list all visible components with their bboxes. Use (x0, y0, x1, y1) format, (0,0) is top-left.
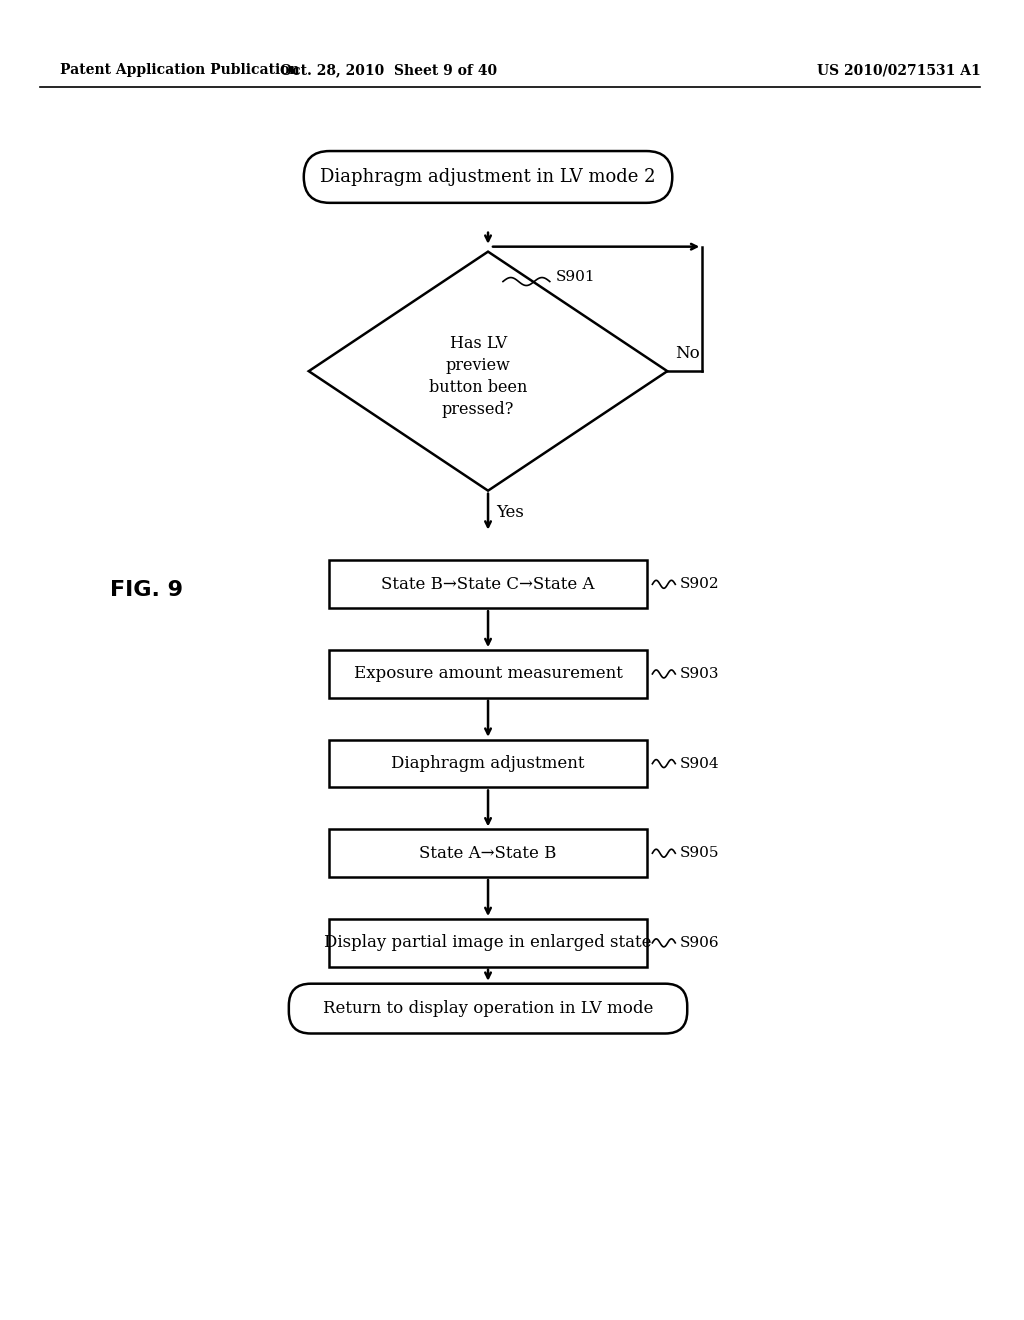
Text: Yes: Yes (496, 504, 524, 521)
Text: S903: S903 (679, 667, 719, 681)
Polygon shape (309, 252, 668, 491)
Text: State A→State B: State A→State B (420, 845, 557, 862)
Text: button been: button been (429, 379, 527, 396)
Text: Display partial image in enlarged state: Display partial image in enlarged state (325, 935, 652, 952)
Text: Patent Application Publication: Patent Application Publication (59, 63, 299, 78)
Text: S901: S901 (556, 269, 595, 284)
Text: pressed?: pressed? (442, 400, 514, 417)
Text: preview: preview (445, 356, 511, 374)
Text: Diaphragm adjustment: Diaphragm adjustment (391, 755, 585, 772)
FancyBboxPatch shape (304, 150, 673, 203)
Text: Exposure amount measurement: Exposure amount measurement (353, 665, 623, 682)
Text: Diaphragm adjustment in LV mode 2: Diaphragm adjustment in LV mode 2 (321, 168, 655, 186)
Bar (329, 561, 647, 609)
Text: S905: S905 (679, 846, 719, 861)
Text: S904: S904 (679, 756, 719, 771)
Text: S906: S906 (679, 936, 719, 950)
Text: No: No (675, 345, 700, 362)
Text: S902: S902 (679, 577, 719, 591)
Text: State B→State C→State A: State B→State C→State A (381, 576, 595, 593)
Text: Return to display operation in LV mode: Return to display operation in LV mode (323, 1001, 653, 1018)
Bar (329, 919, 647, 966)
Text: Oct. 28, 2010  Sheet 9 of 40: Oct. 28, 2010 Sheet 9 of 40 (280, 63, 497, 78)
Bar (329, 739, 647, 788)
FancyBboxPatch shape (289, 983, 687, 1034)
Bar (329, 829, 647, 876)
Text: US 2010/0271531 A1: US 2010/0271531 A1 (817, 63, 980, 78)
Text: Has LV: Has LV (450, 335, 507, 351)
Text: FIG. 9: FIG. 9 (110, 581, 182, 601)
Bar (329, 649, 647, 698)
